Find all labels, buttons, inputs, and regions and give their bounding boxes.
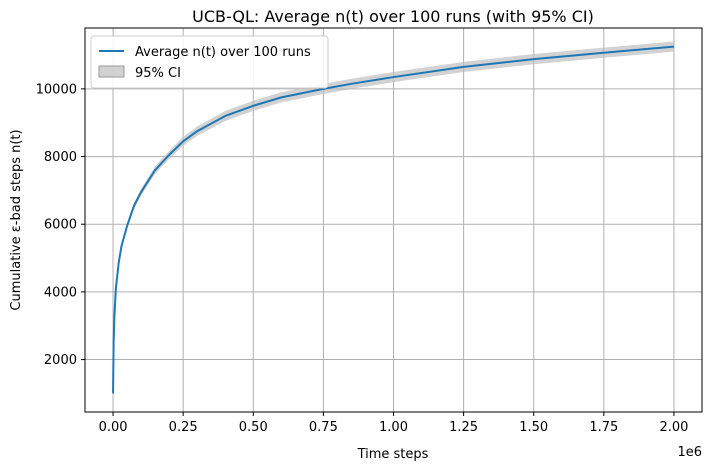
x-tick-label: 0.75 — [309, 420, 338, 435]
y-tick-label: 10000 — [36, 82, 77, 97]
legend-ci-swatch — [98, 65, 125, 78]
y-tick-label: 6000 — [44, 218, 77, 233]
x-tick-label: 1.75 — [589, 420, 618, 435]
y-axis-label: Cumulative ε-bad steps n(t) — [9, 129, 24, 310]
y-tick-label: 4000 — [44, 285, 77, 300]
x-tick-label: 0.25 — [169, 420, 198, 435]
y-tick-label: 8000 — [44, 150, 77, 165]
legend-label-average: Average n(t) over 100 runs — [135, 45, 311, 60]
x-tick-label: 1.00 — [379, 420, 408, 435]
y-ticks: 2000 4000 6000 8000 10000 — [36, 82, 85, 368]
x-tick-label: 2.00 — [659, 420, 688, 435]
x-axis-label: Time steps — [357, 447, 429, 462]
line-layer — [112, 45, 675, 394]
legend: Average n(t) over 100 runs 95% CI — [90, 35, 329, 89]
x-tick-label: 0.50 — [239, 420, 268, 435]
legend-label-ci: 95% CI — [135, 66, 181, 81]
x-tick-label: 1.25 — [449, 420, 478, 435]
y-tick-label: 2000 — [44, 353, 77, 368]
x-tick-label: 0.00 — [99, 420, 128, 435]
average-line — [112, 45, 675, 394]
x-ticks: 0.00 0.25 0.50 0.75 1.00 1.25 1.50 1.75 2.00 — [99, 412, 688, 435]
legend-box — [90, 35, 329, 89]
grid — [85, 28, 702, 412]
chart-title: UCB-QL: Average n(t) over 100 runs (with… — [192, 7, 594, 26]
x-axis-offset-label: 1e6 — [677, 445, 702, 460]
x-tick-label: 1.50 — [519, 420, 548, 435]
